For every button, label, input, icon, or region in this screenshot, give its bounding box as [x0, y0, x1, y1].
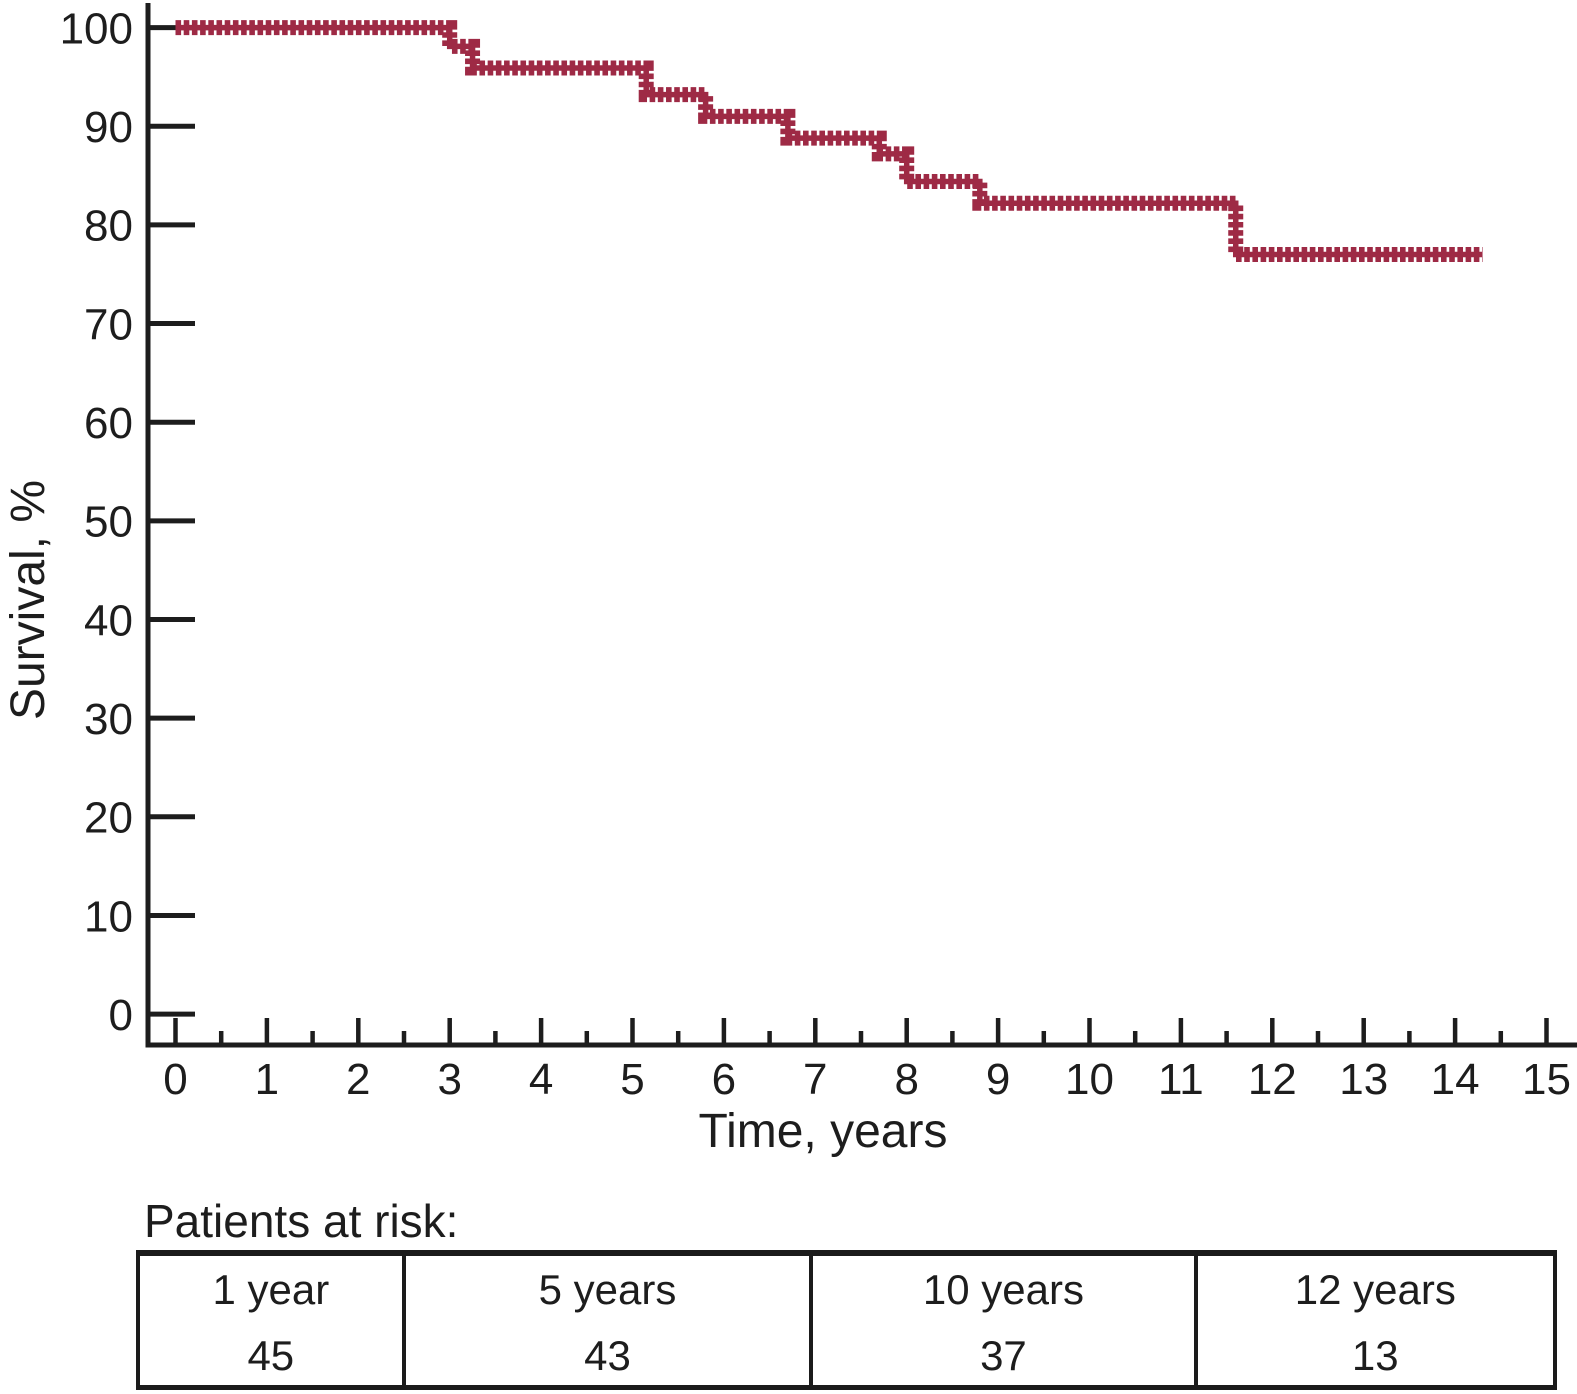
y-tick-label: 80 [84, 202, 133, 251]
risk-cell-label: 12 years [1294, 1266, 1456, 1313]
y-tick-label: 50 [84, 498, 133, 547]
risk-cell-5-years: 5 years 43 [406, 1256, 814, 1385]
x-tick-label: 0 [163, 1055, 187, 1104]
risk-cell-value: 45 [247, 1332, 295, 1379]
y-tick-label: 20 [84, 794, 133, 843]
y-tick-label: 30 [84, 695, 133, 744]
x-tick-label: 1 [255, 1055, 279, 1104]
y-tick-label: 10 [84, 892, 133, 941]
y-tick-label: 100 [60, 4, 133, 53]
y-tick-label: 70 [84, 300, 133, 349]
risk-cell-12-years: 12 years 13 [1198, 1256, 1553, 1385]
x-tick-label: 11 [1158, 1055, 1204, 1104]
x-tick-label: 15 [1522, 1055, 1571, 1104]
risk-cell-label: 5 years [538, 1266, 677, 1313]
x-tick-label: 9 [986, 1055, 1010, 1104]
patients-at-risk-title: Patients at risk: [144, 1195, 459, 1247]
x-axis-title: Time, years [699, 1105, 948, 1158]
x-tick-label: 13 [1339, 1055, 1388, 1104]
x-tick-label: 8 [894, 1055, 918, 1104]
x-tick-label: 4 [529, 1055, 553, 1104]
risk-cell-label: 10 years [922, 1266, 1084, 1313]
x-tick-label: 14 [1431, 1055, 1480, 1104]
risk-cell-value: 37 [980, 1332, 1027, 1379]
y-axis-title: Survival, % [2, 480, 55, 720]
y-tick-label: 90 [84, 103, 133, 152]
y-tick-label: 60 [84, 399, 133, 448]
risk-cell-label: 1 year [212, 1266, 330, 1313]
risk-cell-value: 13 [1351, 1332, 1399, 1379]
y-tick-label: 40 [84, 596, 133, 645]
risk-cell-value: 43 [584, 1332, 631, 1379]
x-tick-label: 3 [437, 1055, 461, 1104]
y-tick-label: 0 [109, 991, 133, 1040]
risk-cell-10-years: 10 years 37 [813, 1256, 1198, 1385]
x-tick-label: 10 [1065, 1055, 1114, 1104]
x-tick-label: 7 [803, 1055, 827, 1104]
x-tick-label: 6 [712, 1055, 736, 1104]
x-tick-label: 5 [620, 1055, 644, 1104]
patients-at-risk-table: 1 year 45 5 years 43 10 years 37 12 year… [136, 1250, 1557, 1390]
survival-curve-censor-ties [175, 20, 1483, 262]
risk-cell-1-year: 1 year 45 [140, 1256, 406, 1385]
x-tick-label: 12 [1248, 1055, 1297, 1104]
x-tick-label: 2 [346, 1055, 370, 1104]
